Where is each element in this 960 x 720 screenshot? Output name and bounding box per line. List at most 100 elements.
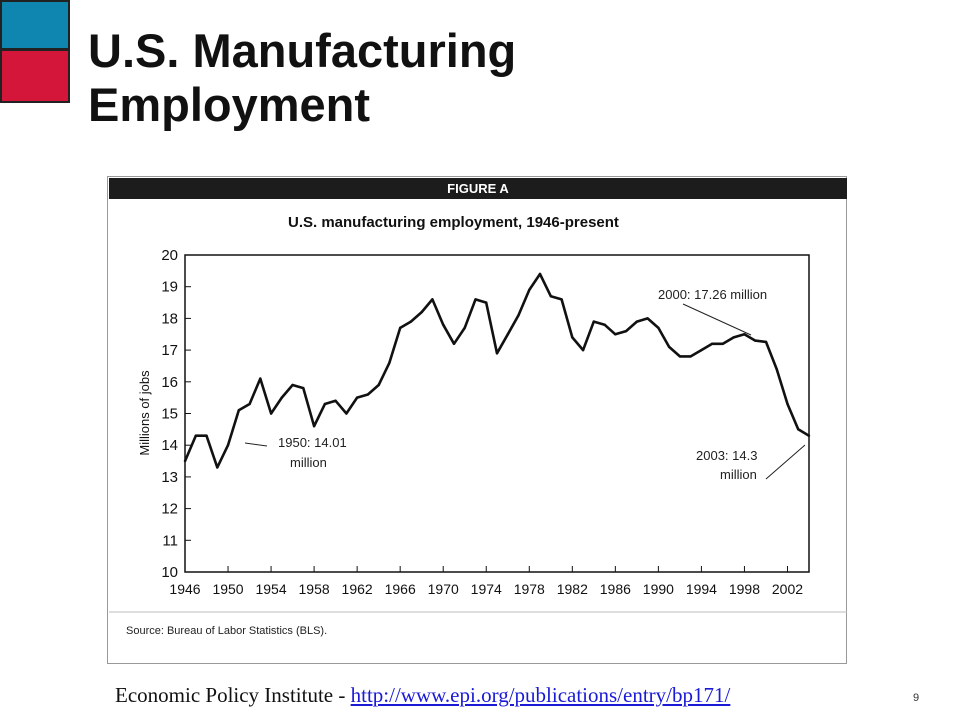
y-tick-label: 12 — [161, 501, 178, 518]
y-tick-label: 15 — [161, 406, 178, 423]
slide-title: U.S. Manufacturing Employment — [88, 24, 788, 132]
chart-figure: FIGURE A U.S. manufacturing employment, … — [107, 176, 847, 664]
annotation-2003-line2: million — [720, 467, 757, 482]
annotation-2000: 2000: 17.26 million — [658, 287, 767, 302]
data-point — [237, 409, 240, 412]
chart-source: Source: Bureau of Labor Statistics (BLS)… — [126, 625, 327, 637]
x-tick-label: 1950 — [212, 581, 243, 597]
footer-prefix: Economic Policy Institute - — [115, 683, 351, 707]
data-point — [786, 402, 789, 406]
data-point — [549, 295, 552, 298]
data-point — [431, 298, 434, 301]
data-point — [280, 396, 283, 399]
data-point — [377, 383, 380, 387]
data-point — [259, 377, 262, 380]
x-tick-label: 2002 — [772, 581, 803, 597]
data-point — [205, 434, 208, 437]
annotation-1950-line1: 1950: 14.01 — [278, 435, 347, 450]
data-point — [732, 336, 735, 339]
footer-citation: Economic Policy Institute - http://www.e… — [115, 683, 730, 708]
data-point — [581, 348, 585, 352]
data-point — [624, 329, 628, 333]
annotation-2003-line1: 2003: 14.3 — [696, 448, 757, 463]
data-point — [409, 320, 413, 323]
data-point — [495, 352, 499, 355]
x-tick-label: 1954 — [255, 581, 286, 597]
data-point — [269, 412, 273, 415]
accent-square-bottom — [0, 49, 70, 103]
data-point — [635, 320, 639, 323]
data-point — [366, 393, 370, 396]
data-point — [183, 459, 187, 463]
data-point — [754, 339, 757, 342]
data-point — [248, 402, 251, 406]
data-point — [506, 333, 509, 336]
x-tick-label: 1970 — [428, 581, 459, 597]
data-point — [442, 323, 445, 326]
annotation-leader-2000 — [682, 303, 752, 336]
data-point — [302, 386, 305, 390]
x-tick-label: 1982 — [557, 581, 588, 597]
data-point — [334, 399, 337, 402]
x-tick-label: 1966 — [385, 581, 416, 597]
y-axis-label: Millions of jobs — [137, 370, 152, 456]
data-point — [614, 333, 617, 336]
data-point — [226, 444, 230, 447]
data-point — [399, 326, 402, 330]
data-point — [355, 396, 359, 399]
data-point — [452, 342, 456, 345]
y-tick-label: 13 — [161, 469, 178, 486]
y-tick-label: 16 — [161, 374, 178, 391]
plot-frame — [184, 254, 810, 573]
data-point — [538, 272, 542, 276]
y-tick-label: 18 — [161, 310, 178, 327]
data-point — [689, 355, 692, 358]
x-tick-label: 1978 — [514, 581, 545, 597]
x-tick-labels: 1946 1950 1954 1958 1962 1966 1970 1974 1978 1982… — [169, 566, 803, 597]
data-point — [646, 317, 649, 320]
page-number: 9 — [913, 692, 920, 704]
y-tick-labels: 10 11 12 13 14 15 16 17 18 19 20 — [161, 247, 191, 581]
x-tick-label: 1946 — [169, 581, 200, 597]
data-point — [775, 367, 778, 371]
data-points — [183, 272, 811, 469]
x-tick-label: 1962 — [342, 581, 373, 597]
line-chart: FIGURE A U.S. manufacturing employment, … — [109, 178, 847, 637]
x-tick-label: 1990 — [643, 581, 674, 597]
data-point — [764, 340, 768, 344]
annotation-leader-1950 — [244, 442, 268, 447]
x-tick-label: 1994 — [686, 581, 717, 597]
data-point — [323, 402, 327, 406]
figure-header-bar — [109, 178, 847, 199]
data-point — [700, 348, 703, 352]
slide-title-line2: Employment — [88, 78, 371, 131]
y-tick-label: 19 — [161, 279, 178, 296]
annotation-leader-2003 — [765, 444, 806, 480]
data-point — [711, 342, 714, 345]
y-tick-label: 14 — [161, 437, 178, 454]
data-point — [678, 355, 682, 358]
data-point — [657, 326, 660, 330]
data-point — [797, 428, 800, 431]
data-point — [194, 434, 197, 437]
data-point — [388, 361, 391, 364]
x-tick-label: 1986 — [600, 581, 631, 597]
data-point — [571, 336, 574, 339]
data-point — [743, 333, 746, 336]
x-tick-label: 1974 — [471, 581, 502, 597]
y-tick-label: 20 — [161, 247, 178, 264]
y-tick-label: 17 — [161, 342, 178, 359]
footer-link[interactable]: http://www.epi.org/publications/entry/bp… — [350, 683, 731, 707]
annotation-1950-line2: million — [290, 455, 327, 470]
x-tick-label: 1998 — [729, 581, 760, 597]
data-point — [312, 425, 316, 428]
data-point — [528, 288, 531, 292]
data-point — [807, 434, 811, 437]
data-point — [603, 323, 606, 326]
data-point — [485, 301, 488, 304]
chart-title: U.S. manufacturing employment, 1946-pres… — [288, 214, 619, 231]
y-tick-label: 11 — [162, 532, 178, 549]
data-point — [345, 412, 348, 415]
data-point — [721, 342, 725, 345]
data-point — [560, 298, 563, 301]
